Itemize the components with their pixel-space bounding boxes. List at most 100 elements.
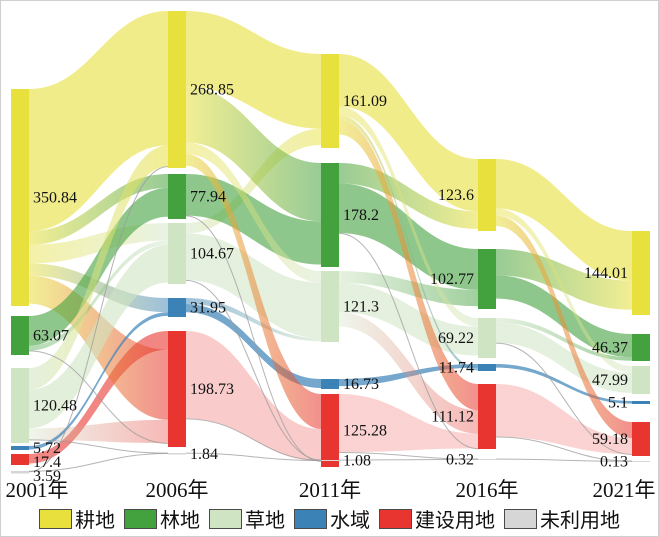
flow-草地-未利用地-2001年[interactable] [28, 439, 169, 454]
node-2001年-林地[interactable] [11, 316, 29, 355]
node-2001年-未利用地[interactable] [11, 471, 29, 474]
flow-林地-耕地-2016年[interactable] [496, 249, 632, 310]
legend-item-林地[interactable]: 林地 [124, 504, 200, 533]
legend-item-水域[interactable]: 水域 [294, 504, 370, 533]
value-label-2011年-林地: 178.2 [343, 207, 379, 224]
flow-建设用地-建设用地-2011年[interactable] [339, 394, 478, 453]
value-label-2016年-林地: 102.77 [430, 271, 474, 288]
node-2006年-建设用地[interactable] [168, 331, 186, 447]
flow-草地-耕地-2001年[interactable] [29, 145, 168, 390]
node-2001年-耕地[interactable] [11, 89, 29, 306]
flow-建设用地-建设用地-2006年[interactable] [186, 331, 321, 462]
value-label-2006年-耕地: 268.85 [190, 82, 234, 99]
node-2021年-耕地[interactable] [632, 231, 650, 315]
node-2001年-水域[interactable] [11, 446, 29, 450]
flow-水域-水域-2006年[interactable] [186, 303, 321, 388]
node-2021年-水域[interactable] [632, 401, 650, 404]
legend-swatch-草地 [209, 508, 242, 529]
flow-水域-水域-2001年[interactable] [29, 312, 168, 450]
flow-林地-林地-2011年[interactable] [339, 183, 478, 290]
node-2016年-未利用地[interactable] [478, 459, 496, 460]
flow-未利用地-未利用地-2011年[interactable] [338, 458, 479, 461]
flow-建设用地-建设用地-2016年[interactable] [496, 384, 632, 455]
flow-水域-草地-2006年[interactable] [186, 298, 321, 342]
flow-未利用地-未利用地-2006年[interactable] [185, 452, 322, 461]
flow-耕地-耕地-2006年[interactable] [186, 11, 321, 129]
value-label-2001年-草地: 120.48 [33, 398, 77, 415]
flow-未利用地-未利用地-2001年[interactable] [28, 452, 169, 472]
legend-item-耕地[interactable]: 耕地 [39, 504, 115, 533]
flow-耕地-耕地-2011年[interactable] [339, 54, 478, 212]
value-label-2011年-建设用地: 125.28 [343, 423, 387, 440]
node-2011年-林地[interactable] [321, 163, 339, 267]
flow-耕地-草地-2016年[interactable] [496, 208, 632, 374]
legend-item-未利用地[interactable]: 未利用地 [504, 504, 620, 533]
value-label-2006年-林地: 77.94 [190, 189, 226, 206]
node-2016年-水域[interactable] [478, 364, 496, 371]
node-2001年-建设用地[interactable] [11, 454, 29, 465]
node-2016年-建设用地[interactable] [478, 384, 496, 449]
node-2016年-草地[interactable] [478, 318, 496, 358]
value-label-2016年-水域: 11.74 [439, 360, 474, 377]
flow-草地-建设用地-2016年[interactable] [495, 342, 633, 455]
legend-swatch-未利用地 [504, 508, 537, 529]
value-label-2021年-耕地: 144.01 [584, 265, 628, 282]
value-label-2021年-水域: 5.1 [608, 395, 628, 412]
node-2021年-未利用地[interactable] [632, 461, 650, 462]
flow-耕地-耕地-2001年[interactable] [29, 11, 168, 232]
flow-耕地-林地-2006年[interactable] [186, 86, 321, 222]
node-2021年-林地[interactable] [632, 334, 650, 361]
flow-耕地-水域-2001年[interactable] [29, 263, 168, 313]
node-2006年-耕地[interactable] [168, 11, 186, 168]
node-2006年-未利用地[interactable] [168, 453, 186, 455]
axis-year-label-2006年: 2006年 [146, 478, 209, 502]
axis-year-label-2001年: 2001年 [6, 478, 69, 502]
flow-草地-未利用地-2006年[interactable] [185, 279, 322, 461]
flow-林地-草地-2001年[interactable] [29, 240, 168, 351]
flow-林地-耕地-2011年[interactable] [339, 163, 478, 229]
flow-草地-草地-2016年[interactable] [496, 322, 632, 393]
node-2021年-草地[interactable] [632, 366, 650, 394]
node-2011年-建设用地[interactable] [321, 394, 339, 467]
flow-草地-建设用地-2001年[interactable] [29, 419, 168, 444]
legend-item-建设用地[interactable]: 建设用地 [379, 504, 495, 533]
legend-label-建设用地: 建设用地 [415, 510, 495, 532]
node-2006年-林地[interactable] [168, 174, 186, 219]
flow-耕地-草地-2011年[interactable] [339, 106, 478, 327]
value-label-2011年-草地: 121.3 [343, 299, 379, 316]
node-2006年-草地[interactable] [168, 223, 186, 284]
flow-草地-草地-2001年[interactable] [29, 245, 168, 429]
value-label-2001年-水域: 5.72 [33, 440, 61, 457]
flow-耕地-建设用地-2016年[interactable] [496, 215, 632, 439]
node-2011年-草地[interactable] [321, 271, 339, 342]
flow-建设用地-未利用地-2016年[interactable] [495, 436, 633, 462]
node-2016年-耕地[interactable] [478, 159, 496, 231]
flow-建设用地-未利用地-2011年[interactable] [338, 452, 479, 460]
flow-耕地-建设用地-2011年[interactable] [339, 119, 478, 411]
flow-草地-建设用地-2011年[interactable] [339, 311, 478, 434]
flow-未利用地-未利用地-2016年[interactable] [495, 458, 633, 462]
flow-草地-林地-2016年[interactable] [496, 318, 632, 361]
flow-林地-建设用地-2001年[interactable] [28, 350, 169, 444]
node-2011年-未利用地[interactable] [321, 460, 339, 461]
flow-耕地-建设用地-2006年[interactable] [186, 154, 321, 429]
flow-耕地-水域-2011年[interactable] [339, 115, 478, 371]
flow-建设用地-未利用地-2006年[interactable] [185, 418, 322, 461]
value-label-2006年-未利用地: 1.84 [190, 446, 218, 463]
flow-林地-建设用地-2006年[interactable] [185, 215, 322, 462]
node-2011年-耕地[interactable] [321, 54, 339, 148]
node-2021年-建设用地[interactable] [632, 422, 650, 456]
node-2006年-水域[interactable] [168, 298, 186, 317]
flow-耕地-草地-2006年[interactable] [186, 142, 321, 283]
flow-林地-建设用地-2011年[interactable] [338, 232, 479, 450]
legend-item-草地[interactable]: 草地 [209, 504, 285, 533]
flow-水域-水域-2016年[interactable] [496, 364, 632, 404]
flow-耕地-耕地-2016年[interactable] [496, 159, 632, 281]
flow-耕地-草地-2001年[interactable] [29, 223, 168, 264]
flow-林地-林地-2016年[interactable] [496, 275, 632, 358]
node-2011年-水域[interactable] [321, 379, 339, 389]
node-2001年-草地[interactable] [11, 368, 29, 443]
flow-未利用地-耕地-2001年[interactable] [28, 166, 169, 473]
node-2016年-林地[interactable] [478, 249, 496, 309]
